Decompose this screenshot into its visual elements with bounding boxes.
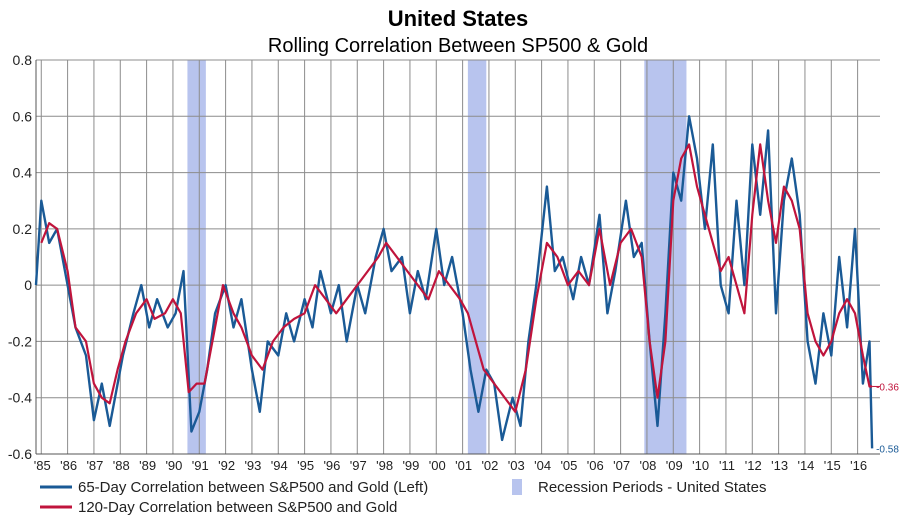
x-tick-label: '88	[113, 458, 130, 473]
x-tick-label: '95	[297, 458, 314, 473]
x-tick-label: '85	[34, 458, 51, 473]
y-tick-label: 0	[24, 277, 32, 293]
x-tick-label: '10	[692, 458, 709, 473]
x-tick-label: '09	[666, 458, 683, 473]
legend-swatch-recession	[512, 479, 522, 495]
x-tick-label: '06	[587, 458, 604, 473]
x-tick-label: '90	[165, 458, 182, 473]
chart-subtitle: Rolling Correlation Between SP500 & Gold	[268, 35, 648, 57]
y-tick-label: 0.2	[13, 221, 33, 237]
x-tick-label: '00	[429, 458, 446, 473]
x-tick-label: '04	[534, 458, 551, 473]
y-tick-label: -0.4	[8, 390, 32, 406]
recession-bands	[187, 60, 687, 454]
recession-band-0	[187, 60, 206, 454]
x-tick-label: '91	[192, 458, 209, 473]
legend-label-65-day: 65-Day Correlation between S&P500 and Go…	[78, 479, 428, 496]
legend-label-recession: Recession Periods - United States	[538, 479, 766, 496]
y-tick-label: -0.6	[8, 446, 32, 462]
chart-title: United States	[388, 6, 529, 31]
x-tick-label: '92	[218, 458, 235, 473]
x-tick-label: '14	[797, 458, 814, 473]
x-tick-label: '16	[850, 458, 867, 473]
x-tick-label: '99	[402, 458, 419, 473]
x-tick-label: '87	[86, 458, 103, 473]
x-tick-label: '12	[745, 458, 762, 473]
x-tick-label: '15	[824, 458, 841, 473]
x-tick-label: '86	[60, 458, 77, 473]
x-tick-label: '05	[560, 458, 577, 473]
x-tick-label: '02	[481, 458, 498, 473]
end-value-label-1: -0.36	[876, 382, 899, 393]
legend-label-120-day: 120-Day Correlation between S&P500 and G…	[78, 499, 397, 516]
x-tick-label: '96	[323, 458, 340, 473]
y-tick-label: 0.4	[13, 165, 33, 181]
x-tick-label: '08	[639, 458, 656, 473]
x-tick-label: '11	[719, 458, 735, 473]
y-tick-label: 0.6	[13, 108, 33, 124]
series-line-1	[40, 143, 873, 413]
recession-band-1	[467, 60, 487, 454]
x-tick-label: '89	[139, 458, 156, 473]
y-tick-label: -0.2	[8, 333, 32, 349]
recession-band-2	[644, 60, 687, 454]
legend: 65-Day Correlation between S&P500 and Go…	[40, 479, 766, 516]
series-line-0	[34, 115, 874, 449]
x-tick-label: '98	[376, 458, 393, 473]
end-value-label-0: -0.58	[876, 444, 899, 455]
x-tick-label: '03	[508, 458, 525, 473]
axis-labels: 0.8 0.6 0.4 0.2 0 -0.2 -0.4 -0.6'85 '86 '87 '88 '89…	[8, 52, 899, 473]
x-tick-label: '97	[350, 458, 367, 473]
x-tick-label: '07	[613, 458, 630, 473]
series-lines	[34, 115, 880, 449]
x-tick-label: '94	[271, 458, 288, 473]
x-tick-label: '13	[771, 458, 788, 473]
x-tick-label: '93	[244, 458, 261, 473]
y-tick-label: 0.8	[13, 52, 33, 68]
x-tick-label: '01	[455, 458, 472, 473]
